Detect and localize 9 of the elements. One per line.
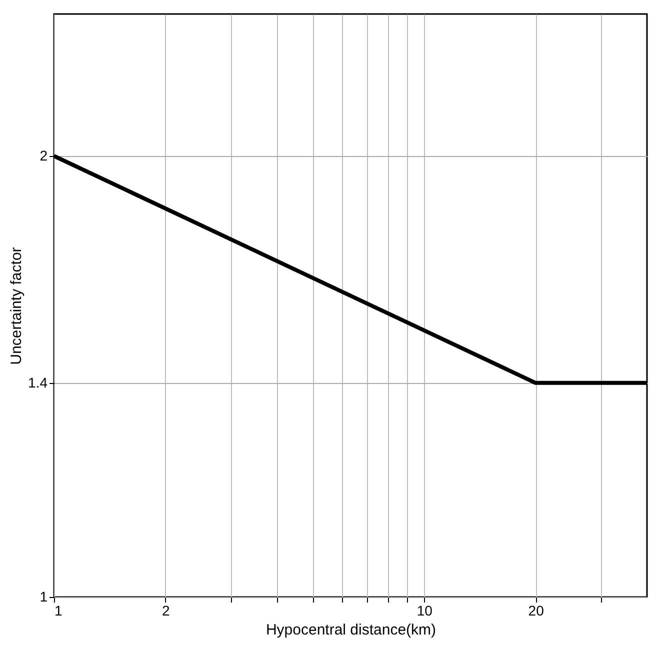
- y-tick-label: 2: [40, 147, 48, 164]
- y-axis-title: Uncertainty factor: [8, 247, 26, 365]
- y-tick-label: 1.4: [28, 374, 48, 390]
- y-tick-label: 1: [40, 588, 48, 604]
- x-axis-title: Hypocentral distance(km): [266, 622, 436, 638]
- x-tick-label: 10: [416, 602, 433, 618]
- x-tick-label: 2: [162, 602, 170, 618]
- x-tick-label: 20: [528, 602, 544, 618]
- x-tick-label: 1: [54, 602, 62, 618]
